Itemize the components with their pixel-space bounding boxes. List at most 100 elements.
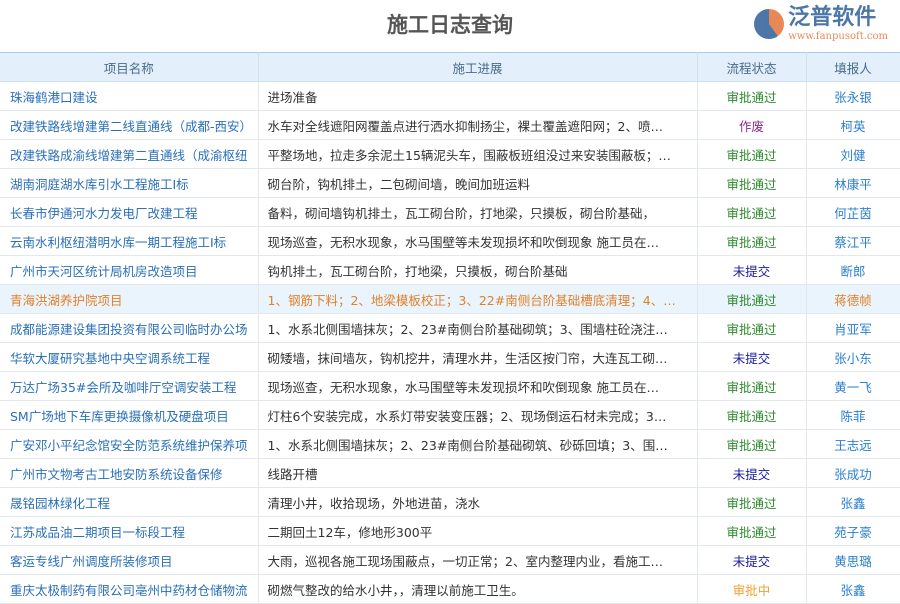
project-name-link[interactable]: 江苏成品油二期项目一标段工程 — [0, 516, 259, 546]
progress-cell: 砌燃气整改的给水小井，，清理以前施工卫生。 — [258, 574, 698, 604]
progress-cell: 线路开槽 — [258, 458, 698, 488]
watermark-logo: 泛普软件 www.fanpusoft.com — [754, 5, 888, 43]
reporter-cell: 蒋德帧 — [806, 284, 900, 314]
reporter-cell: 黄一飞 — [806, 371, 900, 401]
project-name-link[interactable]: 万达广场35#会所及咖啡厅空调安装工程 — [0, 371, 259, 401]
table-row[interactable]: SM广场地下车库更换摄像机及硬盘项目 灯柱6个安装完成，水系灯带安装变压器；2、现… — [0, 400, 900, 430]
progress-cell: 1、钢筋下料；2、地梁模板校正；3、22#南侧台阶基础槽底清理；4、… — [258, 284, 698, 314]
status-cell: 审批通过 — [697, 400, 807, 430]
column-header-reporter[interactable]: 填报人 — [806, 52, 900, 82]
table-row[interactable]: 广州市天河区统计局机房改造项目 钩机排土，瓦工砌台阶，打地梁，只摸板，砌台阶基础未… — [0, 255, 900, 285]
status-cell: 审批通过 — [697, 371, 807, 401]
reporter-cell: 林康平 — [806, 168, 900, 198]
reporter-cell: 黄思璐 — [806, 545, 900, 575]
project-name-link[interactable]: 青海洪湖养护院项目 — [0, 284, 259, 314]
project-name-link[interactable]: 广州市文物考古工地安防系统设备保修 — [0, 458, 259, 488]
table-row[interactable]: 湖南洞庭湖水库引水工程施工I标 砌台阶，钩机排土，二包砌间墙，晚间加班运料 审批通过… — [0, 168, 900, 198]
reporter-cell: 蔡江平 — [806, 226, 900, 256]
status-cell: 审批通过 — [697, 487, 807, 517]
table-row[interactable]: 改建铁路成渝线增建第二直通线（成渝枢纽 平整场地，拉走多余泥土15辆泥头车，围蔽板… — [0, 139, 900, 169]
status-cell: 未提交 — [697, 458, 807, 488]
project-name-link[interactable]: 长春市伊通河水力发电厂改建工程 — [0, 197, 259, 227]
reporter-cell: 张成功 — [806, 458, 900, 488]
table-row[interactable]: 广安邓小平纪念馆安全防范系统维护保养项 1、水系北侧围墙抹灰；2、23#南侧台阶基… — [0, 429, 900, 459]
status-cell: 作废 — [697, 110, 807, 140]
status-cell: 未提交 — [697, 255, 807, 285]
progress-cell: 二期回土12车，修地形300平 — [258, 516, 698, 546]
project-name-link[interactable]: 客运专线广州调度所装修项目 — [0, 545, 259, 575]
table-header: 项目名称 施工进展 流程状态 填报人 — [0, 52, 900, 82]
table-row[interactable]: 云南水利枢纽潜明水库一期工程施工I标 现场巡查，无积水现象，水马围壁等未发现损坏和… — [0, 226, 900, 256]
project-name-link[interactable]: 广安邓小平纪念馆安全防范系统维护保养项 — [0, 429, 259, 459]
progress-cell: 1、水系北侧围墙抹灰；2、23#南侧台阶基础砌筑；3、围墙柱砼浇注… — [258, 313, 698, 343]
project-name-link[interactable]: 改建铁路线增建第二线直通线（成都-西安） — [0, 110, 259, 140]
status-cell: 审批通过 — [697, 81, 807, 111]
reporter-cell: 肖亚军 — [806, 313, 900, 343]
status-cell: 审批通过 — [697, 429, 807, 459]
project-name-link[interactable]: 晟铭园林绿化工程 — [0, 487, 259, 517]
reporter-cell: 苑子豪 — [806, 516, 900, 546]
progress-cell: 现场巡查，无积水现象，水马围壁等未发现损坏和吹倒现象 施工员在… — [258, 226, 698, 256]
reporter-cell: 柯英 — [806, 110, 900, 140]
table-row[interactable]: 晟铭园林绿化工程 清理小井，收拾现场，外地进苗，浇水 审批通过 张鑫 — [0, 487, 900, 517]
project-name-link[interactable]: SM广场地下车库更换摄像机及硬盘项目 — [0, 400, 259, 430]
project-name-link[interactable]: 重庆太极制药有限公司亳州中药材仓储物流 — [0, 574, 259, 604]
reporter-cell: 张鑫 — [806, 487, 900, 517]
status-cell: 审批通过 — [697, 313, 807, 343]
reporter-cell: 刘健 — [806, 139, 900, 169]
progress-cell: 清理小井，收拾现场，外地进苗，浇水 — [258, 487, 698, 517]
project-name-link[interactable]: 改建铁路成渝线增建第二直通线（成渝枢纽 — [0, 139, 259, 169]
project-name-link[interactable]: 成都能源建设集团投资有限公司临时办公场 — [0, 313, 259, 343]
reporter-cell: 张鑫 — [806, 574, 900, 604]
table-row[interactable]: 青海洪湖养护院项目 1、钢筋下料；2、地梁模板校正；3、22#南侧台阶基础槽底清理… — [0, 284, 900, 314]
status-cell: 审批通过 — [697, 226, 807, 256]
progress-cell: 进场准备 — [258, 81, 698, 111]
progress-cell: 灯柱6个安装完成，水系灯带安装变压器；2、现场倒运石材未完成；3… — [258, 400, 698, 430]
table-row[interactable]: 成都能源建设集团投资有限公司临时办公场 1、水系北侧围墙抹灰；2、23#南侧台阶基… — [0, 313, 900, 343]
progress-cell: 水车对全线遮阳网覆盖点进行洒水抑制扬尘，裸土覆盖遮阳网；2、喷… — [258, 110, 698, 140]
project-name-link[interactable]: 华软大厦研究基地中央空调系统工程 — [0, 342, 259, 372]
status-cell: 审批通过 — [697, 516, 807, 546]
reporter-cell: 张小东 — [806, 342, 900, 372]
reporter-cell: 何芷茵 — [806, 197, 900, 227]
progress-cell: 现场巡查，无积水现象，水马围壁等未发现损坏和吹倒现象 施工员在… — [258, 371, 698, 401]
table-row[interactable]: 万达广场35#会所及咖啡厅空调安装工程 现场巡查，无积水现象，水马围壁等未发现损坏… — [0, 371, 900, 401]
table-row[interactable]: 长春市伊通河水力发电厂改建工程 备料，砌间墙钩机排土，瓦工砌台阶，打地梁，只摸板，… — [0, 197, 900, 227]
table-row[interactable]: 客运专线广州调度所装修项目 大雨，巡视各施工现场围蔽点，一切正常；2、室内整理内业… — [0, 545, 900, 575]
table-row[interactable]: 江苏成品油二期项目一标段工程 二期回土12车，修地形300平 审批通过 苑子豪 — [0, 516, 900, 546]
progress-cell: 大雨，巡视各施工现场围蔽点，一切正常；2、室内整理内业，看施工… — [258, 545, 698, 575]
watermark-brand: 泛普软件 — [788, 5, 877, 30]
table-row[interactable]: 重庆太极制药有限公司亳州中药材仓储物流 砌燃气整改的给水小井，，清理以前施工卫生。… — [0, 574, 900, 604]
page-title: 施工日志查询 — [387, 13, 513, 37]
reporter-cell: 断郎 — [806, 255, 900, 285]
watermark-url: www.fanpusoft.com — [788, 31, 888, 42]
project-name-link[interactable]: 珠海鹤港口建设 — [0, 81, 259, 111]
column-header-progress[interactable]: 施工进展 — [258, 52, 698, 82]
reporter-cell: 王志远 — [806, 429, 900, 459]
brand-logo-icon — [754, 9, 785, 39]
progress-cell: 钩机排土，瓦工砌台阶，打地梁，只摸板，砌台阶基础 — [258, 255, 698, 285]
reporter-cell: 陈菲 — [806, 400, 900, 430]
status-cell: 未提交 — [697, 545, 807, 575]
progress-cell: 1、水系北侧围墙抹灰；2、23#南侧台阶基础砌筑、砂砾回填；3、围… — [258, 429, 698, 459]
reporter-cell: 张永银 — [806, 81, 900, 111]
project-name-link[interactable]: 湖南洞庭湖水库引水工程施工I标 — [0, 168, 259, 198]
status-cell: 审批通过 — [697, 168, 807, 198]
column-header-status[interactable]: 流程状态 — [697, 52, 807, 82]
progress-cell: 砌台阶，钩机排土，二包砌间墙，晚间加班运料 — [258, 168, 698, 198]
progress-cell: 备料，砌间墙钩机排土，瓦工砌台阶，打地梁，只摸板，砌台阶基础， — [258, 197, 698, 227]
progress-cell: 平整场地，拉走多余泥土15辆泥头车，围蔽板班组没过来安装围蔽板；… — [258, 139, 698, 169]
status-cell: 未提交 — [697, 342, 807, 372]
table-row[interactable]: 改建铁路线增建第二线直通线（成都-西安） 水车对全线遮阳网覆盖点进行洒水抑制扬尘，… — [0, 110, 900, 140]
status-cell: 审批中 — [697, 574, 807, 604]
column-header-project[interactable]: 项目名称 — [0, 52, 259, 82]
table-row[interactable]: 华软大厦研究基地中央空调系统工程 砌矮墙，抹间墙灰，钩机挖井，清理水井，生活区按门… — [0, 342, 900, 372]
project-name-link[interactable]: 云南水利枢纽潜明水库一期工程施工I标 — [0, 226, 259, 256]
status-cell: 审批通过 — [697, 139, 807, 169]
table-row[interactable]: 珠海鹤港口建设 进场准备 审批通过 张永银 — [0, 81, 900, 111]
progress-cell: 砌矮墙，抹间墙灰，钩机挖井，清理水井，生活区按门帘，大连瓦工砌… — [258, 342, 698, 372]
status-cell: 审批通过 — [697, 284, 807, 314]
table-row[interactable]: 广州市文物考古工地安防系统设备保修 线路开槽 未提交 张成功 — [0, 458, 900, 488]
project-name-link[interactable]: 广州市天河区统计局机房改造项目 — [0, 255, 259, 285]
log-table: 项目名称 施工进展 流程状态 填报人 珠海鹤港口建设 进场准备 审批通过 张永银 改建铁… — [0, 52, 900, 604]
